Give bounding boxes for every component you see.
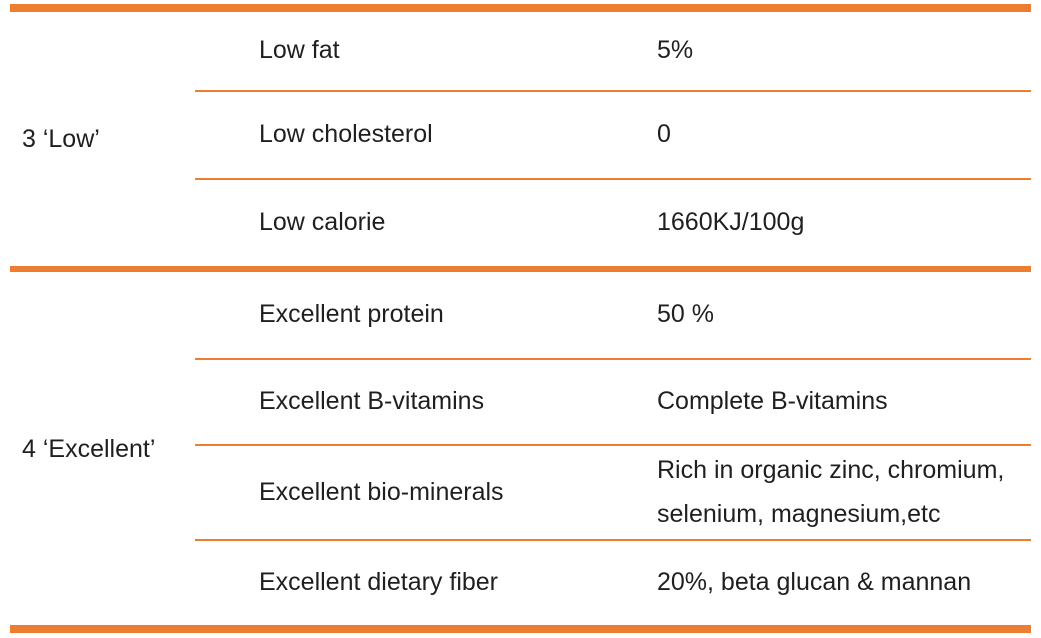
table-group-low: 3 ‘Low’ Low fat 5% Low cholesterol 0 Low… bbox=[10, 12, 1031, 266]
value-cell: 20%, beta glucan & mannan bbox=[657, 568, 972, 597]
attribute-cell: Low calorie bbox=[259, 208, 386, 237]
value-cell: 5% bbox=[657, 36, 694, 65]
table-row: Excellent dietary fiber 20%, beta glucan… bbox=[195, 541, 1031, 625]
value-cell: Complete B-vitamins bbox=[657, 387, 888, 416]
group-low-rows: Low fat 5% Low cholesterol 0 Low calorie… bbox=[195, 12, 1031, 266]
table-row: Excellent protein 50 % bbox=[195, 272, 1031, 360]
group-excellent-rows: Excellent protein 50 % Excellent B-vitam… bbox=[195, 272, 1031, 625]
value-cell: 50 % bbox=[657, 300, 714, 329]
table-row: Low fat 5% bbox=[195, 12, 1031, 92]
group-label-excellent: 4 ‘Excellent’ bbox=[22, 434, 156, 463]
nutrition-claims-table: 3 ‘Low’ Low fat 5% Low cholesterol 0 Low… bbox=[10, 4, 1031, 633]
group-divider bbox=[10, 266, 1031, 272]
table-row: Excellent B-vitamins Complete B-vitamins bbox=[195, 360, 1031, 446]
attribute-cell: Excellent protein bbox=[259, 300, 444, 329]
attribute-cell: Excellent B-vitamins bbox=[259, 387, 485, 416]
table-row: Low calorie 1660KJ/100g bbox=[195, 180, 1031, 266]
attribute-cell: Excellent dietary fiber bbox=[259, 568, 499, 597]
value-cell: Rich in organic zinc, chromium, selenium… bbox=[657, 455, 1005, 528]
value-cell: 1660KJ/100g bbox=[657, 208, 805, 237]
attribute-cell: Excellent bio-minerals bbox=[259, 477, 504, 506]
table-group-excellent: 4 ‘Excellent’ Excellent protein 50 % Exc… bbox=[10, 272, 1031, 625]
table-row: Excellent bio-minerals Rich in organic z… bbox=[195, 446, 1031, 541]
attribute-cell: Low cholesterol bbox=[259, 120, 433, 149]
table-row: Low cholesterol 0 bbox=[195, 92, 1031, 180]
group-label-low: 3 ‘Low’ bbox=[22, 125, 100, 153]
attribute-cell: Low fat bbox=[259, 36, 340, 65]
value-cell: 0 bbox=[657, 120, 671, 149]
